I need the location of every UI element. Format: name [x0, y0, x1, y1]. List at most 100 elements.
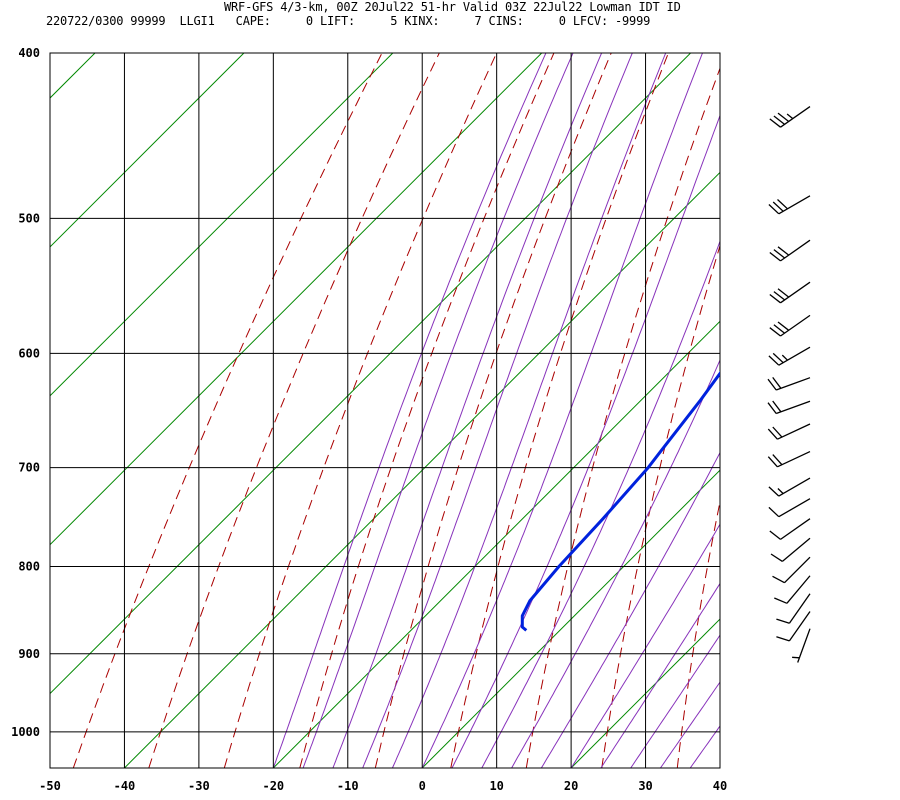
pressure-axis: 400 500 600 700 800 900 1000 [11, 46, 40, 739]
barb-full [773, 249, 786, 259]
isotherm-line [50, 53, 394, 397]
wind-barbs [767, 106, 811, 663]
isotherm-line [124, 171, 720, 768]
barb-staff [780, 239, 811, 262]
barb-full [768, 506, 780, 518]
wind-barb [767, 423, 811, 440]
dry-adiabat-line [148, 53, 440, 768]
barb-full [777, 199, 788, 210]
barb-full [767, 428, 778, 440]
moist-adiabat-line [511, 358, 720, 768]
chart-header: WRF-GFS 4/3-km, 00Z 20Jul22 51-hr Valid … [0, 0, 900, 32]
barb-staff [778, 346, 811, 366]
dry-adiabat-line [525, 66, 720, 768]
dry-adiabat-line [676, 499, 720, 768]
wind-barb [774, 575, 811, 604]
moist-adiabat-line [630, 634, 720, 768]
moist-adiabat-line [391, 53, 667, 768]
moist-adiabat-lines [272, 53, 720, 768]
dry-adiabat-line [601, 243, 720, 768]
station-info: 220722/0300 99999 LLGI1 CAPE: 0 LIFT: 5 … [46, 14, 651, 28]
dry-adiabat-line [450, 53, 669, 768]
isotherm-lines [50, 53, 720, 768]
wind-barb [792, 628, 811, 663]
barb-full [768, 355, 780, 366]
barb-full [777, 321, 790, 331]
temperature-axis: -50 -40 -30 -20 -10 0 10 20 30 40 [39, 779, 727, 793]
barb-full [768, 204, 780, 215]
sounding-series [520, 370, 720, 632]
barb-half [781, 354, 788, 361]
barb-full [773, 115, 786, 125]
plot-frame [49, 52, 721, 769]
wind-barb [769, 314, 811, 337]
barb-full [769, 251, 781, 262]
barb-staff [777, 450, 811, 468]
barb-staff [775, 400, 811, 415]
isotherm-line [719, 767, 720, 768]
barb-full [776, 618, 790, 624]
barb-full [772, 426, 783, 438]
barb-full [774, 597, 788, 604]
isotherm-line [570, 618, 720, 768]
barb-full [767, 378, 777, 391]
wind-barb [776, 593, 811, 624]
grid-lines [49, 52, 721, 768]
barb-full [770, 553, 783, 562]
moist-adiabat-line [421, 53, 703, 768]
barb-staff [786, 575, 811, 604]
barb-full [767, 402, 777, 414]
moist-adiabat-line [332, 53, 603, 768]
barb-full [769, 530, 781, 540]
wind-barb [767, 450, 811, 468]
barb-full [769, 118, 781, 128]
barb-staff [775, 377, 811, 391]
barb-full [772, 377, 782, 389]
plot-border [49, 52, 721, 769]
moist-adiabat-line [272, 53, 547, 768]
barb-full [773, 324, 786, 334]
barb-full [773, 291, 785, 301]
wind-barb [776, 611, 811, 642]
isotherm-line [50, 53, 543, 546]
wind-barb [769, 281, 811, 304]
barb-staff [788, 611, 811, 642]
temperature-tick-label: 10 [489, 779, 503, 793]
temperature-tick-label: 40 [713, 779, 727, 793]
moist-adiabat-line [451, 114, 720, 768]
pressure-tick-label: 700 [18, 461, 40, 475]
wind-barb [767, 377, 811, 391]
isotherm-line [421, 469, 720, 768]
wind-barb [768, 195, 811, 215]
wind-barb [769, 239, 811, 262]
pressure-tick-label: 900 [18, 647, 40, 661]
barb-full [776, 636, 790, 642]
barb-staff [777, 423, 811, 440]
barb-full [772, 400, 782, 413]
barb-full [777, 246, 790, 256]
moist-adiabat-line [719, 767, 720, 768]
barb-staff [784, 556, 811, 584]
moist-adiabat-line [659, 681, 720, 768]
barb-staff [788, 593, 811, 624]
barb-full [772, 352, 784, 364]
moist-adiabat-line [362, 53, 633, 768]
wind-barb [767, 400, 811, 415]
barb-full [769, 293, 781, 304]
pressure-tick-label: 400 [18, 46, 40, 60]
moist-adiabat-line [689, 725, 720, 768]
barb-full [777, 112, 790, 123]
chart-title: WRF-GFS 4/3-km, 00Z 20Jul22 51-hr Valid … [224, 0, 681, 14]
barb-full [769, 327, 781, 337]
isotherm-line [272, 320, 720, 768]
barb-staff [780, 281, 811, 304]
barb-half [792, 656, 800, 659]
wind-barb [768, 477, 811, 497]
barb-staff [780, 314, 811, 337]
barb-full [772, 454, 783, 466]
barb-full [772, 575, 785, 584]
barb-full [777, 288, 790, 298]
temperature-tick-label: -40 [114, 779, 136, 793]
dry-adiabat-line [828, 53, 900, 768]
barb-staff [781, 537, 811, 562]
